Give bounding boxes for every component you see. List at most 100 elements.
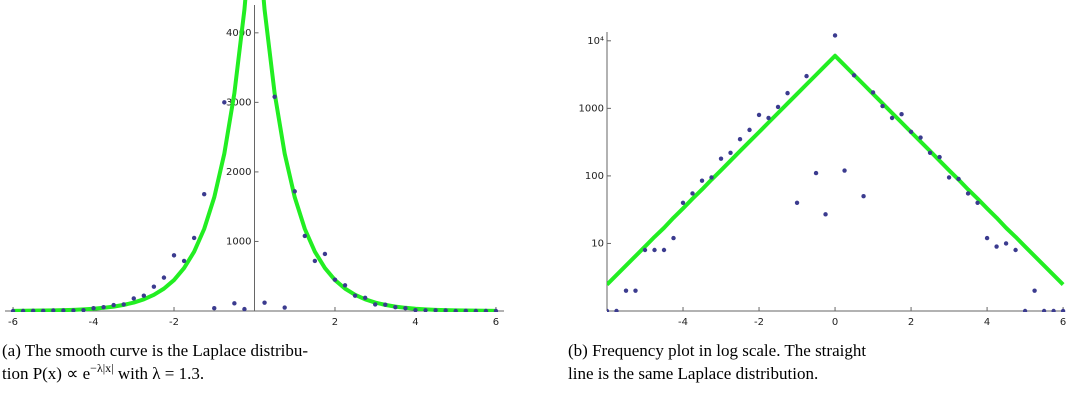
point	[823, 212, 828, 217]
point	[483, 308, 489, 312]
point	[680, 200, 686, 205]
plot-area	[10, 0, 499, 312]
point	[41, 308, 46, 312]
point	[262, 300, 267, 305]
point	[101, 304, 106, 310]
point	[121, 302, 126, 307]
point	[937, 154, 942, 160]
point	[61, 308, 66, 312]
point	[737, 136, 743, 142]
point	[81, 307, 86, 312]
point	[842, 168, 847, 173]
point	[728, 150, 733, 155]
point	[352, 293, 358, 298]
point	[71, 308, 76, 312]
point	[473, 308, 479, 312]
x-tick-label: 6	[1060, 317, 1066, 328]
x-tick-label: 2	[332, 317, 338, 328]
point	[212, 306, 217, 311]
point	[633, 288, 638, 293]
point	[984, 235, 990, 241]
point	[718, 156, 724, 161]
y-tick-label: 2000	[226, 167, 251, 178]
point	[342, 283, 348, 288]
point	[766, 115, 771, 121]
point	[151, 284, 157, 289]
point	[362, 295, 368, 300]
chart: -6 -4 -2 2 4 6 1000 2000 3000 4000	[5, 0, 504, 328]
point	[1032, 288, 1037, 293]
caption-text: with λ = 1.3.	[114, 364, 205, 383]
point	[1022, 308, 1028, 312]
point	[1003, 241, 1009, 246]
point	[161, 275, 167, 280]
x-tick-label: -4	[678, 317, 688, 328]
point	[282, 305, 287, 310]
point	[493, 308, 499, 312]
point	[747, 127, 752, 133]
point	[690, 191, 695, 196]
curve	[607, 53, 1065, 287]
point	[861, 194, 866, 199]
point	[403, 306, 408, 311]
y-tick-label: 100	[585, 171, 604, 182]
point	[443, 308, 448, 312]
point	[927, 150, 933, 155]
point	[272, 94, 277, 100]
point	[332, 277, 338, 282]
point	[393, 304, 398, 310]
point	[794, 200, 800, 205]
x-tick-label: -6	[8, 317, 18, 328]
point	[242, 306, 247, 312]
point	[851, 73, 857, 78]
y-tick-label: 3000	[226, 97, 251, 108]
point	[880, 103, 885, 109]
point	[463, 308, 468, 312]
point	[832, 33, 838, 38]
caption-line: line is the same Laplace distribution.	[568, 364, 818, 383]
point	[870, 90, 876, 95]
point	[322, 251, 328, 257]
point	[661, 247, 667, 253]
point	[453, 308, 458, 312]
point	[607, 308, 610, 312]
chart: -4 -2 0 2 4 6 10 100 1000 10⁴	[579, 32, 1066, 328]
caption-text: tion P(x) ∝ e	[2, 364, 90, 383]
point	[756, 112, 762, 118]
point	[383, 302, 388, 307]
point	[423, 308, 428, 312]
point	[201, 191, 207, 197]
point	[975, 200, 980, 205]
x-tick-label: 4	[412, 317, 418, 328]
point	[785, 90, 790, 96]
x-tick-label: -2	[169, 317, 179, 328]
point	[292, 189, 297, 194]
y-tick-label: 10⁴	[587, 36, 604, 47]
point	[141, 293, 147, 298]
caption-superscript: −λ|x|	[90, 361, 113, 375]
x-tick-label: 4	[984, 317, 990, 328]
point	[222, 100, 227, 105]
y-tick-label: 10	[591, 238, 604, 249]
point	[804, 73, 809, 79]
point	[889, 115, 895, 121]
y-tick-label: 1000	[226, 236, 251, 247]
point	[671, 235, 676, 241]
point	[965, 191, 971, 196]
point	[642, 247, 648, 253]
point	[51, 308, 56, 312]
point	[699, 178, 705, 183]
point	[91, 306, 96, 311]
point	[956, 176, 961, 182]
x-tick-label: -4	[89, 317, 99, 328]
point	[623, 288, 629, 293]
point	[652, 247, 657, 253]
point	[899, 111, 904, 117]
x-tick-label: 0	[832, 317, 838, 328]
x-tick-label: -2	[754, 317, 764, 328]
point	[918, 135, 923, 140]
point	[111, 302, 116, 308]
point	[232, 301, 237, 306]
point	[994, 244, 999, 249]
